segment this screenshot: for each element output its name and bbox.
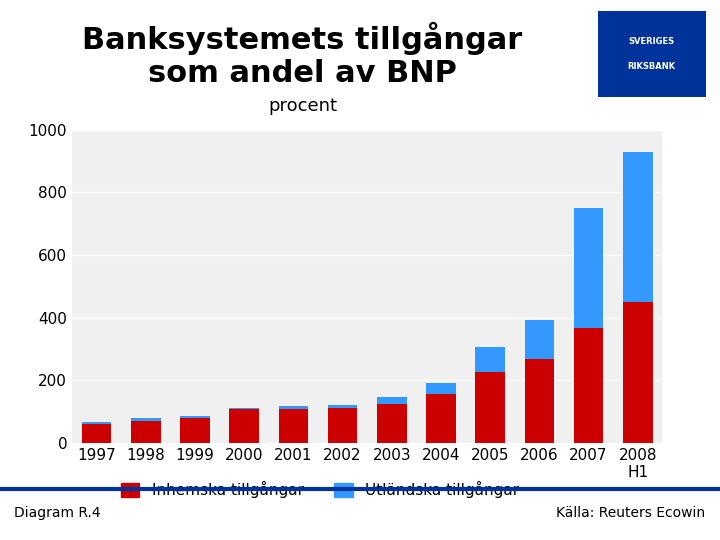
Bar xyxy=(328,408,357,443)
Text: som andel av BNP: som andel av BNP xyxy=(148,59,456,89)
Bar xyxy=(525,320,554,359)
Bar xyxy=(279,406,308,409)
Legend: Inhemska tillgångar, Utländska tillgångar: Inhemska tillgångar, Utländska tillgånga… xyxy=(115,475,525,504)
Bar xyxy=(475,373,505,443)
Text: Diagram R.4: Diagram R.4 xyxy=(14,506,101,520)
Bar xyxy=(525,359,554,443)
Bar xyxy=(279,409,308,443)
Bar xyxy=(82,424,112,443)
Bar xyxy=(180,418,210,443)
Bar xyxy=(230,409,259,443)
Bar xyxy=(623,152,652,302)
Bar xyxy=(574,328,603,443)
Bar xyxy=(377,397,407,404)
Bar xyxy=(574,207,603,328)
Text: Källa: Reuters Ecowin: Källa: Reuters Ecowin xyxy=(557,506,706,520)
Bar xyxy=(230,408,259,409)
Bar xyxy=(426,394,456,443)
Text: SVERIGES: SVERIGES xyxy=(629,37,675,45)
Bar xyxy=(475,347,505,373)
Bar xyxy=(623,302,652,443)
Bar xyxy=(82,422,112,424)
Bar xyxy=(131,418,161,421)
Bar xyxy=(131,421,161,443)
Text: RIKSBANK: RIKSBANK xyxy=(628,63,675,71)
Bar xyxy=(180,416,210,418)
Text: procent: procent xyxy=(268,97,337,115)
Bar xyxy=(328,405,357,408)
Text: Banksystemets tillgångar: Banksystemets tillgångar xyxy=(82,22,523,55)
Bar xyxy=(426,383,456,394)
Bar xyxy=(377,404,407,443)
